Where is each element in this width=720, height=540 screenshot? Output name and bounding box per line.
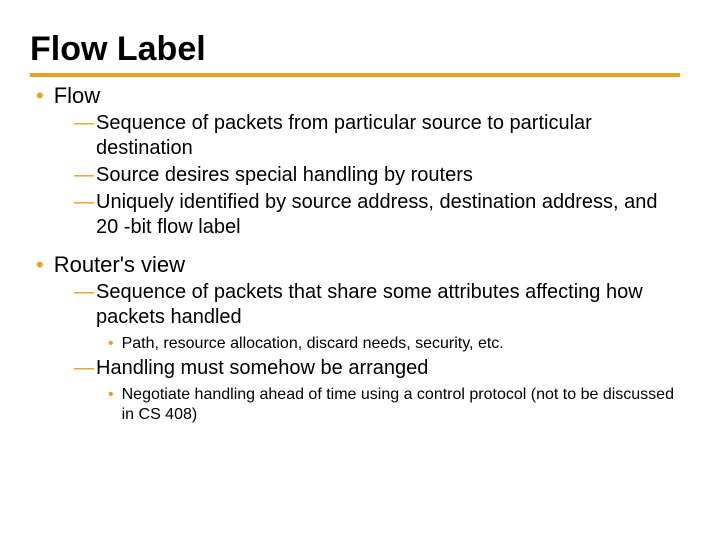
bullet-icon: • (108, 385, 114, 404)
title-underline (30, 73, 680, 77)
bullet-l2-text: Sequence of packets that share some attr… (96, 280, 680, 330)
bullet-l3-text: Negotiate handling ahead of time using a… (122, 385, 680, 425)
bullet-l2-text: Source desires special handling by route… (96, 163, 473, 188)
bullet-l2-text: Handling must somehow be arranged (96, 356, 428, 381)
dash-icon: — (74, 280, 94, 304)
bullet-l3: • Path, resource allocation, discard nee… (108, 334, 680, 354)
bullet-icon: • (36, 254, 44, 276)
bullet-l1: • Flow (36, 83, 680, 109)
bullet-l2-text: Sequence of packets from particular sour… (96, 111, 680, 161)
bullet-l1: • Router's view (36, 252, 680, 278)
dash-icon: — (74, 163, 94, 187)
bullet-l2: — Sequence of packets that share some at… (74, 280, 680, 330)
bullet-l2: — Sequence of packets from particular so… (74, 111, 680, 161)
bullet-l2-text: Uniquely identified by source address, d… (96, 190, 680, 240)
bullet-l1-text: Flow (54, 83, 100, 109)
bullet-l3-text: Path, resource allocation, discard needs… (122, 334, 504, 354)
dash-icon: — (74, 356, 94, 380)
dash-icon: — (74, 111, 94, 135)
bullet-l1-text: Router's view (54, 252, 185, 278)
bullet-icon: • (108, 334, 114, 353)
dash-icon: — (74, 190, 94, 214)
bullet-l2: — Handling must somehow be arranged (74, 356, 680, 381)
bullet-l2: — Uniquely identified by source address,… (74, 190, 680, 240)
bullet-l2: — Source desires special handling by rou… (74, 163, 680, 188)
bullet-l3: • Negotiate handling ahead of time using… (108, 385, 680, 425)
bullet-icon: • (36, 85, 44, 107)
slide-title: Flow Label (30, 30, 680, 69)
